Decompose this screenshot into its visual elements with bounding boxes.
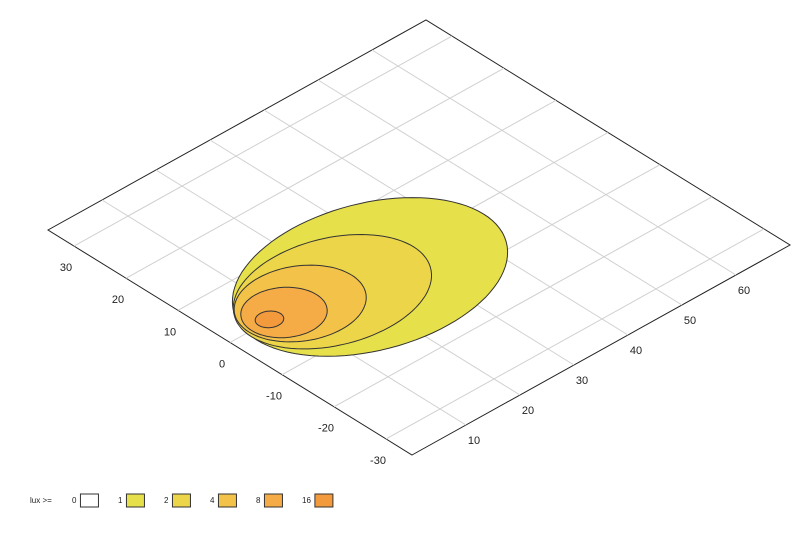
grid-line [125, 67, 505, 279]
grid-line [385, 228, 765, 440]
legend-label: 4 [210, 496, 215, 505]
x-tick-label: 30 [576, 375, 588, 387]
x-tick-label: 10 [468, 435, 480, 447]
contour-region [254, 310, 285, 329]
grid-line [333, 196, 713, 408]
legend-swatch [79, 493, 99, 508]
y-tick-label: 0 [219, 358, 225, 370]
y-tick-label: -30 [370, 455, 386, 467]
legend-swatch [125, 493, 145, 508]
legend-label: 16 [302, 496, 311, 505]
y-tick-label: -10 [266, 391, 282, 403]
y-tick-label: 10 [164, 326, 176, 338]
legend-swatch [263, 493, 283, 508]
legend-swatch [217, 493, 237, 508]
legend-label: 8 [256, 496, 261, 505]
y-tick-label: 30 [60, 262, 72, 274]
legend-swatch [171, 493, 191, 508]
legend-swatch [314, 493, 334, 508]
legend-label: 1 [118, 496, 123, 505]
legend-label: 0 [72, 496, 77, 505]
legend-title: lux >= [30, 496, 52, 505]
x-tick-label: 20 [522, 405, 534, 417]
legend-label: 2 [164, 496, 169, 505]
y-tick-label: -20 [318, 423, 334, 435]
x-tick-label: 40 [630, 345, 642, 357]
grid-line [73, 35, 453, 247]
x-tick-label: 50 [684, 315, 696, 327]
x-tick-label: 60 [738, 285, 750, 297]
y-tick-label: 20 [112, 294, 124, 306]
